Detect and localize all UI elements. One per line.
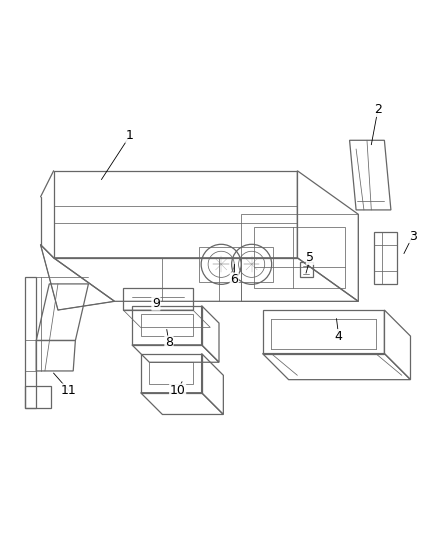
Text: 6: 6 <box>230 273 238 286</box>
Text: 8: 8 <box>165 336 173 349</box>
Text: 11: 11 <box>61 384 77 397</box>
Text: 3: 3 <box>409 230 417 243</box>
Text: 10: 10 <box>170 384 186 397</box>
Text: 5: 5 <box>307 251 314 264</box>
Text: 4: 4 <box>335 329 343 343</box>
Text: 1: 1 <box>126 130 134 142</box>
Text: 2: 2 <box>374 103 382 116</box>
Text: 9: 9 <box>152 297 160 310</box>
